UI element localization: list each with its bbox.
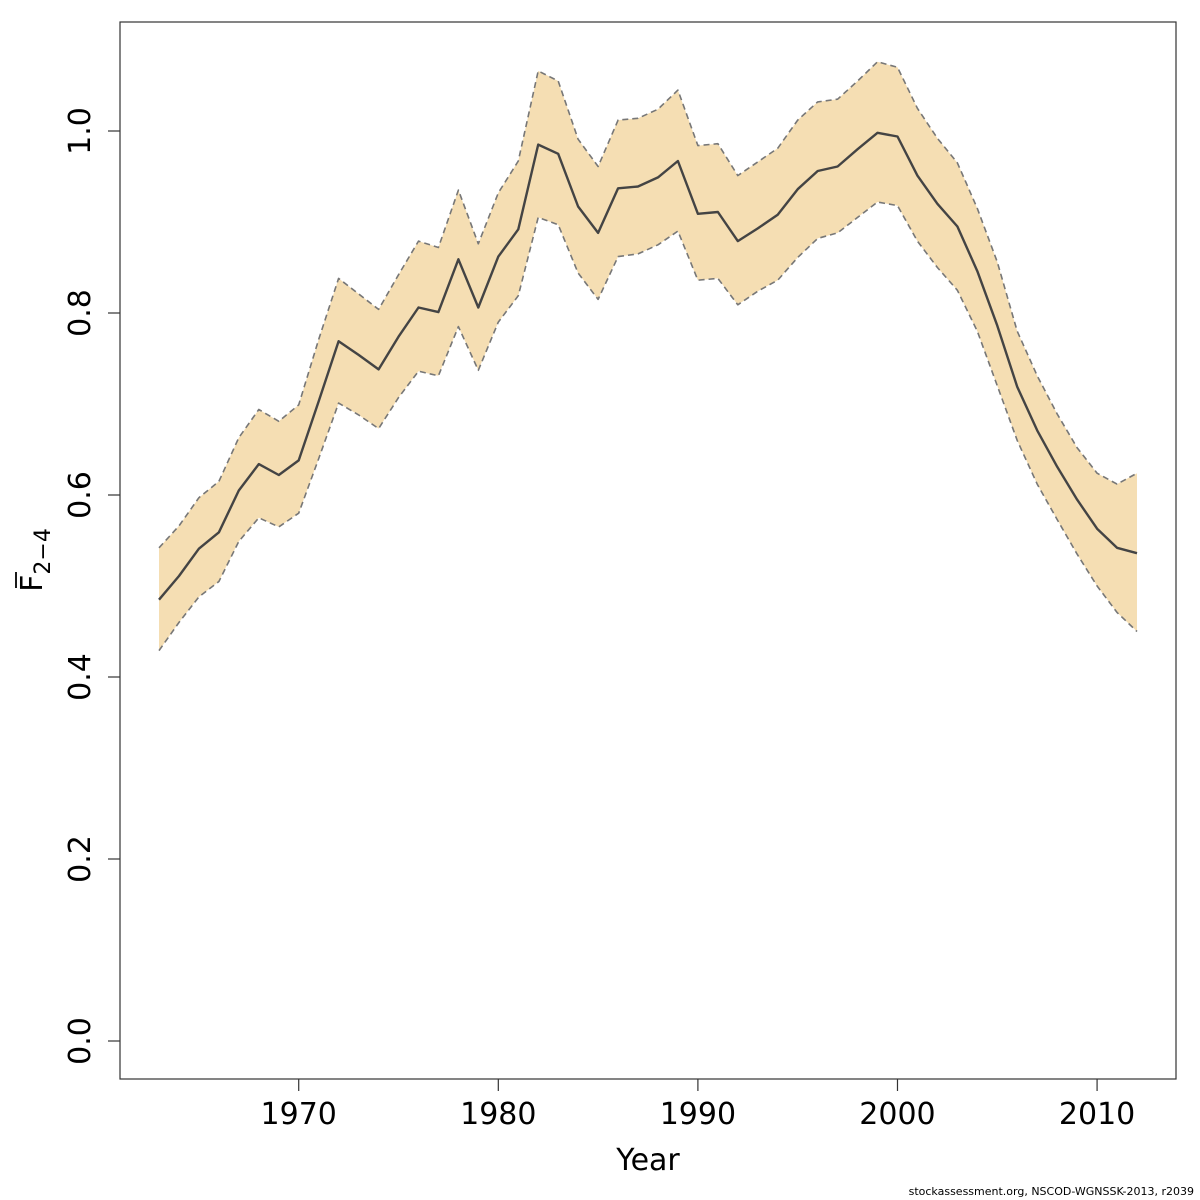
- x-axis: 1970 1980 1990 2000 2010: [261, 1079, 1135, 1132]
- y-tick-label: 0.4: [63, 653, 98, 701]
- y-axis: 0.0 0.2 0.4 0.6 0.8 1.0: [63, 107, 120, 1065]
- x-axis-title: Year: [615, 1143, 680, 1178]
- confidence-band: [159, 61, 1137, 651]
- x-tick-label: 2010: [1059, 1097, 1135, 1132]
- y-axis-title-subscript: 2−4: [31, 528, 56, 574]
- lower-bound-line: [158, 201, 1138, 652]
- x-tick-label: 1990: [660, 1097, 736, 1132]
- y-axis-title-base: F: [15, 575, 50, 592]
- upper-bound-line: [158, 61, 1138, 549]
- footer-credit: stockassessment.org, NSCOD-WGNSSK-2013, …: [908, 1185, 1194, 1198]
- y-tick-label: 1.0: [63, 107, 98, 155]
- plot-frame: [119, 21, 1177, 1080]
- y-tick-label: 0.6: [63, 471, 98, 519]
- x-tick-label: 2000: [859, 1097, 935, 1132]
- y-axis-title: F2−4: [15, 528, 56, 592]
- y-tick-label: 0.2: [63, 835, 98, 883]
- estimate-line: [158, 131, 1138, 601]
- y-axis-title-text: F2−4: [15, 528, 56, 592]
- x-tick-label: 1970: [261, 1097, 337, 1132]
- y-tick-label: 0.0: [63, 1017, 98, 1065]
- y-tick-label: 0.8: [63, 289, 98, 337]
- x-tick-label: 1980: [460, 1097, 536, 1132]
